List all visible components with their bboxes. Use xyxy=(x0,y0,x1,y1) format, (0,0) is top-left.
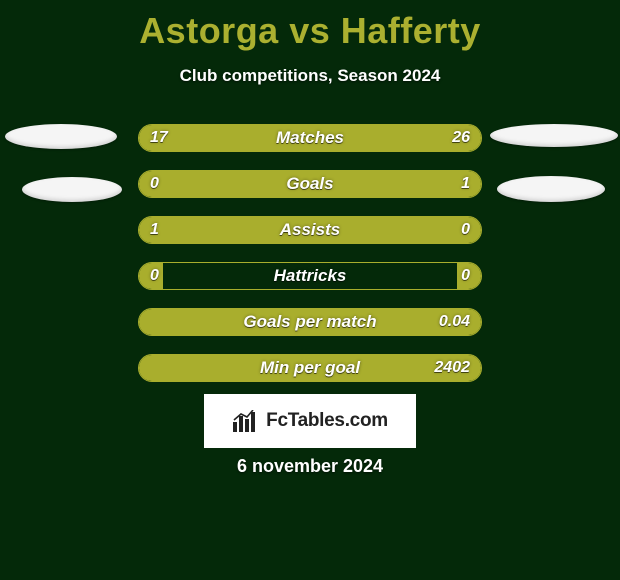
page-subtitle: Club competitions, Season 2024 xyxy=(0,66,620,86)
team-logo-right xyxy=(497,176,605,202)
left-value: 0 xyxy=(150,170,159,198)
stat-row: 2402Min per goal xyxy=(0,354,620,382)
bar-fill-left xyxy=(139,355,163,381)
stat-row: 0.04Goals per match xyxy=(0,308,620,336)
left-value: 0 xyxy=(150,262,159,290)
left-value: 17 xyxy=(150,124,168,152)
right-value: 1 xyxy=(461,170,470,198)
bar-track xyxy=(138,262,482,290)
bar-track xyxy=(138,308,482,336)
comparison-rows: 1726Matches01Goals10Assists00Hattricks0.… xyxy=(0,124,620,382)
right-value: 0 xyxy=(461,262,470,290)
right-value: 0.04 xyxy=(439,308,470,336)
left-value: 1 xyxy=(150,216,159,244)
bar-fill-left xyxy=(139,309,163,335)
page-title: Astorga vs Hafferty xyxy=(0,0,620,52)
bar-fill-right xyxy=(276,125,481,151)
bar-fill-right xyxy=(201,171,481,197)
bar-chart-icon xyxy=(232,410,260,432)
right-value: 2402 xyxy=(434,354,470,382)
bar-fill-left xyxy=(139,217,402,243)
brand-logo-text: FcTables.com xyxy=(266,410,388,432)
bar-fill-left xyxy=(139,171,201,197)
bar-track xyxy=(138,124,482,152)
team-logo-left xyxy=(5,124,117,149)
right-value: 0 xyxy=(461,216,470,244)
brand-logo-box: FcTables.com xyxy=(204,394,416,448)
footer-date: 6 november 2024 xyxy=(0,456,620,477)
bar-track xyxy=(138,354,482,382)
stat-row: 00Hattricks xyxy=(0,262,620,290)
bar-fill-right xyxy=(163,309,481,335)
stat-row: 10Assists xyxy=(0,216,620,244)
bar-track xyxy=(138,170,482,198)
bar-track xyxy=(138,216,482,244)
right-value: 26 xyxy=(452,124,470,152)
team-logo-right xyxy=(490,124,618,147)
team-logo-left xyxy=(22,177,122,202)
